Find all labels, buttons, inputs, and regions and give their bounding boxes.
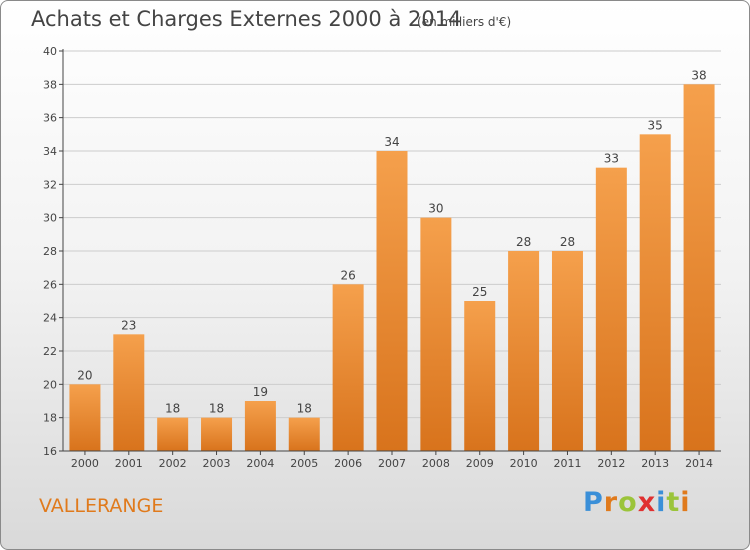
x-tick-label: 2010 xyxy=(510,457,538,470)
x-tick-label: 2013 xyxy=(641,457,669,470)
data-label: 35 xyxy=(648,118,663,132)
data-label: 18 xyxy=(297,402,312,416)
proxiti-logo[interactable]: Proxiti xyxy=(583,487,691,518)
bar xyxy=(595,167,627,451)
y-tick-label: 24 xyxy=(43,312,57,325)
x-tick-label: 2006 xyxy=(334,457,362,470)
data-label: 25 xyxy=(472,285,487,299)
x-tick-label: 2000 xyxy=(71,457,99,470)
bar xyxy=(420,217,452,451)
logo-letter: r xyxy=(603,487,619,518)
bar xyxy=(464,301,496,451)
bar xyxy=(683,84,715,451)
bar xyxy=(201,417,233,451)
logo-letter: i xyxy=(656,487,667,518)
x-tick-label: 2008 xyxy=(422,457,450,470)
logo-letter: i xyxy=(680,487,691,518)
bar xyxy=(376,151,408,451)
data-label: 20 xyxy=(77,368,92,382)
bars xyxy=(69,84,715,452)
x-tick-label: 2005 xyxy=(290,457,318,470)
x-tick-label: 2012 xyxy=(597,457,625,470)
x-tick-label: 2001 xyxy=(115,457,143,470)
y-tick-label: 18 xyxy=(43,412,57,425)
y-tick-label: 20 xyxy=(43,378,57,391)
commune-name: VALLERANGE xyxy=(39,495,164,517)
logo-letter: t xyxy=(666,487,681,518)
data-label: 18 xyxy=(165,402,180,416)
x-tick-label: 2009 xyxy=(466,457,494,470)
chart-title: Achats et Charges Externes 2000 à 2014 xyxy=(31,7,462,31)
x-tick-label: 2002 xyxy=(159,457,187,470)
bar xyxy=(288,417,320,451)
y-tick-label: 30 xyxy=(43,212,57,225)
bar xyxy=(244,401,276,451)
logo-letter: o xyxy=(618,487,638,518)
bar xyxy=(508,251,540,451)
y-tick-label: 28 xyxy=(43,245,57,258)
y-tick-label: 22 xyxy=(43,345,57,358)
data-label: 19 xyxy=(253,385,268,399)
x-tick-label: 2004 xyxy=(246,457,274,470)
y-tick-label: 40 xyxy=(43,45,57,58)
data-label: 33 xyxy=(604,152,619,166)
y-tick-label: 38 xyxy=(43,78,57,91)
data-label: 18 xyxy=(209,402,224,416)
x-tick-label: 2003 xyxy=(203,457,231,470)
bar xyxy=(639,134,671,452)
logo-letter: x xyxy=(637,487,657,518)
x-tick-label: 2014 xyxy=(685,457,713,470)
y-tick-label: 16 xyxy=(43,445,57,458)
x-tick-label: 2007 xyxy=(378,457,406,470)
y-tick-label: 34 xyxy=(43,145,57,158)
logo-letter: P xyxy=(583,487,604,518)
bar xyxy=(157,417,189,451)
data-label: 28 xyxy=(560,235,575,249)
labels: 20 23 18 18 19 18 26 34 30 25 28 28 33 35 38 xyxy=(77,68,706,415)
data-label: 30 xyxy=(428,202,443,216)
unit-note: (en milliers d'€) xyxy=(417,15,512,29)
data-label: 23 xyxy=(121,318,136,332)
bar xyxy=(332,284,364,451)
data-label: 28 xyxy=(516,235,531,249)
y-tick-label: 36 xyxy=(43,112,57,125)
bar xyxy=(69,384,101,451)
axes: 16 18 20 22 24 26 28 30 32 34 36 38 40 2000 2001 2002 20… xyxy=(43,45,721,470)
bar xyxy=(551,251,583,451)
bar xyxy=(113,334,145,451)
x-tick-label: 2011 xyxy=(553,457,581,470)
data-label: 26 xyxy=(340,268,355,282)
data-label: 34 xyxy=(384,135,399,149)
y-tick-label: 32 xyxy=(43,178,57,191)
y-tick-label: 26 xyxy=(43,278,57,291)
data-label: 38 xyxy=(691,68,706,82)
